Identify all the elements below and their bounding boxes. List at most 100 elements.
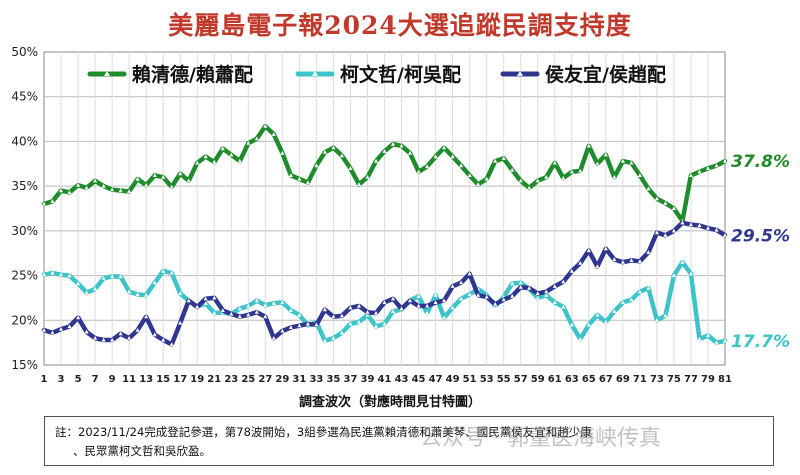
- x-tick-label: 63: [565, 374, 579, 385]
- x-tick-label: 51: [463, 374, 477, 385]
- data-point: [425, 164, 430, 169]
- data-point: [84, 185, 89, 190]
- x-tick-label: 33: [309, 374, 323, 385]
- data-point: [527, 285, 532, 290]
- data-point: [220, 308, 225, 312]
- data-point: [161, 337, 166, 342]
- data-point: [595, 312, 600, 317]
- data-point: [646, 250, 651, 254]
- x-tick-label: 47: [429, 374, 443, 385]
- x-tick-label: 17: [173, 374, 187, 385]
- data-point: [101, 183, 106, 188]
- data-point: [391, 296, 395, 301]
- data-point: [144, 183, 149, 187]
- x-tick-label: 35: [326, 374, 340, 385]
- data-point: [305, 180, 310, 185]
- data-point: [135, 327, 140, 332]
- data-point: [135, 292, 140, 296]
- y-tick-label: 30%: [11, 224, 38, 238]
- data-point: [203, 154, 208, 159]
- data-point: [161, 175, 166, 179]
- data-point: [561, 304, 566, 309]
- data-point: [552, 160, 557, 165]
- data-point: [510, 293, 515, 298]
- y-tick-label: 45%: [11, 90, 38, 104]
- data-point: [723, 158, 727, 163]
- data-point: [493, 302, 498, 306]
- data-point: [569, 268, 574, 273]
- data-point: [357, 182, 361, 186]
- data-point: [501, 156, 506, 160]
- data-point: [612, 309, 617, 313]
- data-point: [67, 324, 72, 329]
- y-tick-label: 20%: [11, 313, 38, 327]
- y-axis-ticks: 15% 20% 25% 30% 35% 40% 45% 50%: [11, 45, 38, 372]
- data-point: [723, 233, 727, 237]
- data-point: [84, 329, 89, 334]
- x-tick-label: 77: [684, 374, 698, 385]
- data-point: [527, 185, 532, 190]
- data-point: [391, 141, 395, 146]
- data-point: [50, 199, 55, 203]
- data-point: [67, 190, 72, 194]
- data-point: [76, 183, 81, 187]
- data-point: [195, 160, 200, 165]
- data-point: [450, 305, 455, 310]
- data-point: [416, 169, 421, 174]
- data-point: [433, 293, 438, 297]
- legend-marker: [517, 71, 523, 76]
- data-point: [688, 222, 693, 227]
- data-point: [246, 303, 251, 308]
- footnote-line-2: 、民眾黨柯文哲和吳欣盈。: [73, 444, 211, 458]
- data-point: [348, 166, 353, 170]
- x-tick-label: 27: [258, 374, 272, 385]
- data-point: [271, 301, 276, 305]
- data-point: [450, 154, 455, 159]
- data-point: [212, 159, 217, 164]
- data-point: [586, 143, 591, 148]
- data-point: [135, 176, 140, 181]
- x-tick-label: 61: [548, 374, 562, 385]
- x-tick-label: 67: [599, 374, 613, 385]
- data-point: [518, 178, 523, 183]
- data-point: [322, 150, 327, 154]
- data-point: [535, 291, 540, 296]
- series-end-label: 17.7%: [731, 332, 790, 352]
- data-point: [67, 273, 72, 278]
- data-point: [229, 152, 234, 157]
- data-point: [663, 313, 668, 318]
- data-point: [161, 268, 166, 273]
- data-point: [127, 336, 132, 340]
- data-point: [127, 189, 132, 194]
- x-tick-label: 43: [395, 374, 409, 385]
- data-point: [186, 298, 191, 303]
- data-point: [467, 271, 472, 276]
- data-point: [433, 300, 438, 304]
- data-point: [339, 313, 344, 318]
- data-point: [706, 226, 710, 230]
- data-point: [118, 188, 123, 193]
- x-tick-label: 31: [292, 374, 306, 385]
- data-point: [374, 158, 378, 163]
- data-point: [680, 220, 685, 225]
- series-1: 37.8%: [41, 123, 790, 224]
- data-point: [229, 311, 234, 316]
- x-tick-label: 1: [41, 374, 48, 385]
- data-point: [288, 325, 293, 329]
- data-point: [237, 306, 242, 311]
- data-point: [416, 303, 421, 308]
- data-point: [118, 331, 123, 336]
- data-point: [484, 176, 489, 181]
- y-tick-label: 50%: [11, 45, 38, 59]
- data-point: [203, 296, 208, 301]
- data-point: [671, 206, 676, 211]
- data-point: [246, 141, 251, 145]
- data-point: [169, 342, 174, 346]
- data-point: [357, 319, 361, 324]
- data-point: [408, 298, 412, 303]
- x-tick-label: 21: [207, 374, 221, 385]
- legend-label: 侯友宜/侯趙配: [545, 63, 666, 86]
- data-point: [723, 338, 727, 343]
- data-point: [510, 167, 515, 172]
- data-point: [59, 327, 63, 331]
